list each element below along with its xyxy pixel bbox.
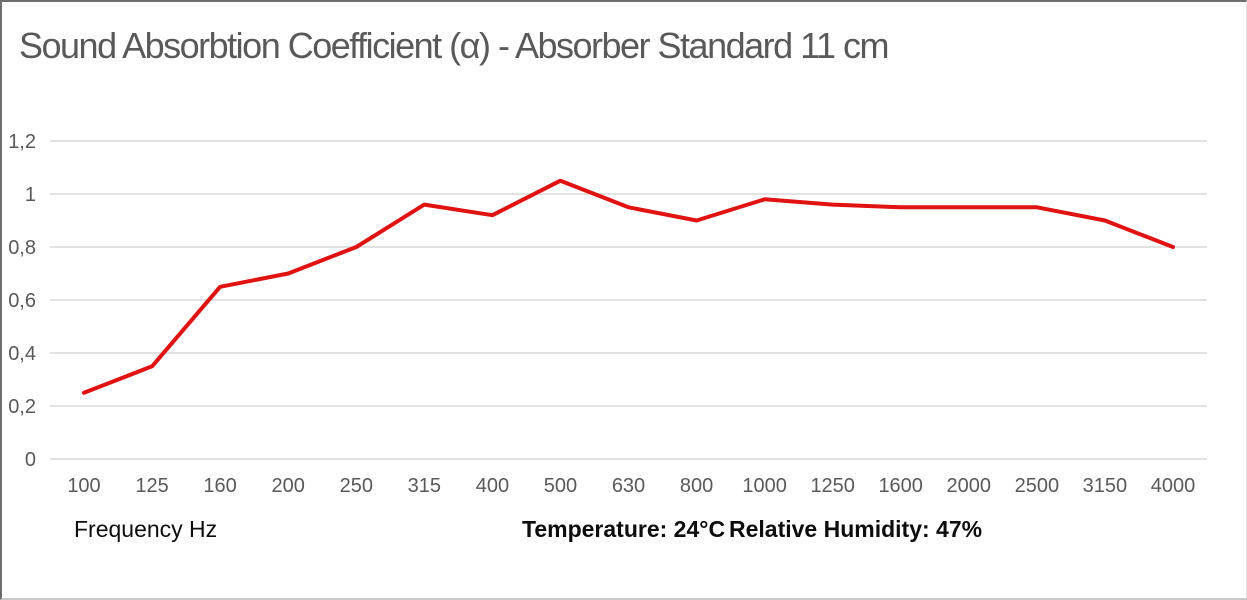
x-tick-label: 4000 <box>1151 475 1196 497</box>
x-tick-label: 1000 <box>742 475 787 497</box>
temperature-label: Temperature: <box>522 516 668 542</box>
absorption-series-line <box>82 178 1175 395</box>
y-tick-label: 0 <box>25 449 36 471</box>
y-tick-label: 0,8 <box>8 237 36 259</box>
footer-row: Frequency Hz Temperature: 24°C Relative … <box>2 516 1246 548</box>
x-tick-label: 125 <box>135 475 168 497</box>
humidity-value: 47% <box>936 516 983 542</box>
x-tick-label: 315 <box>408 475 441 497</box>
x-tick-label: 250 <box>340 475 373 497</box>
x-tick-label: 1600 <box>878 475 923 497</box>
y-tick-label: 0,6 <box>8 290 36 312</box>
x-tick-label: 500 <box>544 475 577 497</box>
x-tick-label: 200 <box>272 475 305 497</box>
y-tick-label: 0,2 <box>8 396 36 418</box>
x-tick-label: 800 <box>680 475 713 497</box>
x-tick-label: 630 <box>612 475 645 497</box>
humidity-readout: Relative Humidity: 47% <box>729 516 982 543</box>
x-tick-label: 2500 <box>1015 475 1060 497</box>
x-tick-label: 1250 <box>810 475 855 497</box>
humidity-label: Relative Humidity: <box>729 516 930 542</box>
x-tick-label: 100 <box>67 475 100 497</box>
x-tick-label: 2000 <box>947 475 992 497</box>
y-tick-label: 1,2 <box>8 131 36 153</box>
x-tick-label: 3150 <box>1083 475 1128 497</box>
x-axis-title: Frequency Hz <box>74 516 218 542</box>
temperature-value: 24°C <box>673 516 726 542</box>
chart-title: Sound Absorbtion Coefficient (α) - Absor… <box>19 25 890 66</box>
x-tick-label: 400 <box>476 475 509 497</box>
temperature-readout: Temperature: 24°C <box>522 516 725 543</box>
y-tick-label: 1 <box>25 184 36 206</box>
y-tick-label: 0,4 <box>8 343 36 365</box>
x-tick-label: 160 <box>203 475 236 497</box>
